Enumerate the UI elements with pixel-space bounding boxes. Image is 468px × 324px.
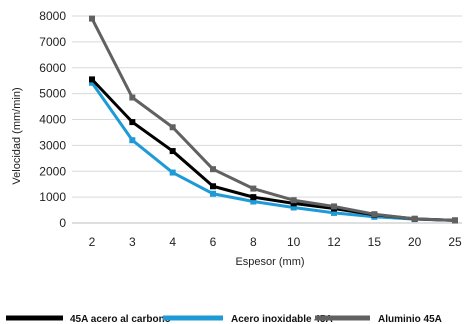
series-2-point: [169, 169, 176, 176]
x-tick-label: 25: [448, 235, 462, 249]
y-tick-label: 2000: [39, 164, 66, 178]
series-2-point: [290, 204, 297, 211]
gridlines: [72, 15, 462, 198]
y-tick-label: 4000: [39, 113, 66, 127]
y-tick-labels: 0 1000 2000 3000 4000 5000 6000 7000 8000: [39, 9, 66, 230]
series-1-point: [290, 200, 297, 207]
series-3-point: [452, 217, 458, 224]
series-3-point: [250, 185, 257, 192]
y-tick-label: 6000: [39, 61, 66, 75]
series-group: [89, 15, 458, 224]
x-tick-label: 6: [210, 235, 217, 249]
legend-label: Aluminio 45A: [378, 314, 442, 324]
series-2-point: [129, 137, 136, 144]
series-3-point: [331, 203, 337, 210]
series-3-point: [89, 15, 95, 22]
x-tick-label: 15: [368, 235, 382, 249]
series-3-point: [411, 215, 418, 222]
series-2-point: [89, 79, 95, 86]
legend-label: 45A acero al carbono: [70, 314, 171, 324]
legend-label: Acero inoxidable 45A: [231, 314, 333, 324]
y-tick-label: 0: [59, 216, 66, 230]
x-tick-labels: 2 3 4 6 8 10 12 15 20 25: [89, 235, 462, 249]
series-3-point: [290, 197, 297, 204]
y-tick-label: 7000: [39, 35, 66, 49]
series-1-point: [250, 194, 257, 201]
series-2-point: [250, 198, 257, 205]
series-2-point: [210, 190, 216, 197]
x-tick-label: 8: [250, 235, 257, 249]
series-2-point: [331, 209, 337, 216]
x-tick-label: 4: [169, 235, 176, 249]
series-1-point: [129, 119, 136, 126]
series-1-point: [169, 148, 176, 155]
x-tick-label: 20: [408, 235, 422, 249]
y-axis-title: Velocidad (mm/min): [11, 87, 23, 184]
series-3-point: [210, 166, 216, 173]
series-1-point: [210, 183, 216, 190]
series-3-point: [169, 124, 176, 131]
legend: 45A acero al carbono Acero inoxidable 45A…: [6, 314, 442, 324]
series-line-3: [90, 17, 456, 222]
x-tick-label: 12: [327, 235, 341, 249]
y-tick-label: 3000: [39, 138, 66, 152]
series-3-point: [129, 94, 136, 101]
series-3-point: [371, 211, 378, 218]
y-tick-label: 1000: [39, 190, 66, 204]
x-axis-title: Espesor (mm): [235, 256, 304, 268]
y-tick-label: 5000: [39, 87, 66, 101]
x-tick-label: 10: [287, 235, 301, 249]
x-tick-label: 2: [89, 235, 96, 249]
y-tick-label: 8000: [39, 9, 66, 23]
x-tick-label: 3: [129, 235, 136, 249]
series-1-point: [89, 76, 95, 83]
